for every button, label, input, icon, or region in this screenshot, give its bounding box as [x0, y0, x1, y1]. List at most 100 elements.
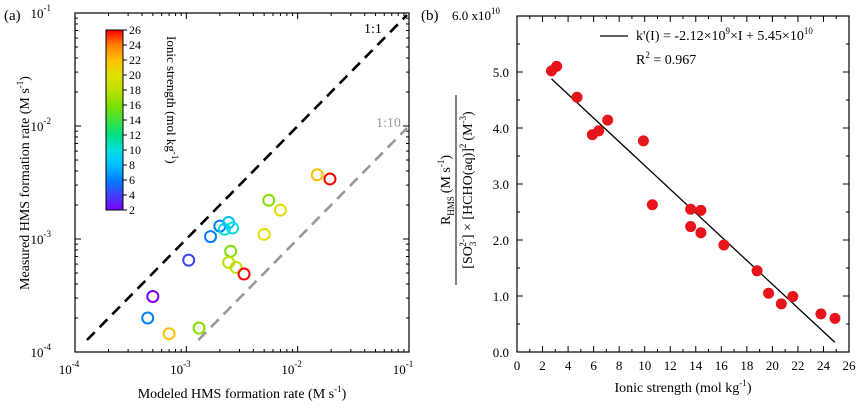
panel-b-y-axis: 0.0 1.0 2.0 3.0 4.0 5.0: [493, 43, 849, 360]
x-tick-label: 12: [664, 358, 677, 373]
data-point: [829, 312, 841, 324]
panel-a-y-label: Measured HMS formation rate (M s-1): [15, 76, 33, 290]
y-label-denominator: [SO32-] × [HCHO(aq)]2(M-3): [458, 111, 478, 269]
panel-b-x-label: Ionic strength (mol kg-1): [615, 378, 752, 396]
panel-b-points: [545, 60, 841, 324]
panel-b-label: (b): [421, 8, 439, 24]
y-tick-label: 3.0: [493, 177, 509, 192]
data-point: [141, 311, 155, 325]
y-tick-label: 5.0: [493, 65, 509, 80]
data-point: [217, 222, 231, 236]
data-point: [685, 203, 697, 215]
data-point: [775, 298, 787, 310]
colorbar-tick-label: 20: [129, 68, 141, 82]
x-tick-label: 10-3: [170, 359, 191, 377]
x-tick-label: 10-2: [281, 359, 302, 377]
panel-b-x-axis: 0 2 4 6 8 10 12 14 16 18 20 22 24 26: [514, 16, 856, 373]
y-tick-label: 0.0: [493, 345, 509, 360]
x-tick-label: 26: [843, 358, 857, 373]
y-tick-label: 10-4: [31, 342, 52, 360]
colorbar-tick-label: 2: [129, 203, 135, 217]
data-point: [310, 168, 324, 182]
data-point: [257, 227, 271, 241]
panel-a: (a) 10-4 10-3 10-2 10-1 10-4 10-3 10-2 10-1 1:…: [4, 3, 413, 402]
panel-a-reference-lines: 1:1 1:10: [86, 14, 408, 341]
panel-b: (b) 0 2 4 6 8 10 12 14 16 18 20 22 24 26 0.01.02.03.0…: [421, 6, 856, 396]
y-tick-label: 10-2: [31, 116, 52, 134]
data-point: [226, 221, 240, 235]
reference-line-label: 1:10: [376, 116, 401, 131]
data-point: [204, 230, 218, 244]
x-tick-label: 14: [689, 358, 703, 373]
colorbar-tick-label: 4: [129, 188, 135, 202]
data-point: [602, 114, 614, 126]
y-label-numerator: RHMS(M s-1): [436, 155, 456, 225]
data-point: [593, 125, 605, 137]
data-point: [571, 91, 583, 103]
legend-r2: R2 = 0.967: [636, 50, 696, 68]
data-point: [637, 135, 649, 147]
colorbar-tick-label: 14: [129, 113, 141, 127]
data-point: [224, 244, 238, 258]
colorbar-tick-label: 16: [129, 98, 141, 112]
data-point: [229, 260, 243, 274]
x-tick-label: 22: [791, 358, 804, 373]
x-tick-label: 10-1: [393, 359, 414, 377]
panel-a-x-axis: 10-4 10-3 10-2 10-1: [59, 13, 414, 377]
data-point: [718, 239, 730, 251]
x-tick-label: 20: [766, 358, 779, 373]
colorbar-tick-label: 6: [129, 173, 135, 187]
x-tick-label: 10: [638, 358, 651, 373]
data-point: [685, 221, 697, 233]
x-tick-label: 6: [590, 358, 597, 373]
panel-a-frame: [74, 12, 410, 353]
panel-b-y-label: RHMS(M s-1) [SO32-] × [HCHO(aq)]2(M-3): [436, 95, 478, 285]
y-tick-label: 2.0: [493, 233, 509, 248]
colorbar-label: Ionic strength (mol kg-1): [164, 36, 180, 164]
y-tick-label: 10-1: [31, 3, 52, 21]
colorbar-tick-label: 12: [129, 128, 141, 142]
data-point: [262, 193, 276, 207]
colorbar-tick-label: 8: [129, 158, 135, 172]
x-tick-label: 2: [539, 358, 546, 373]
x-tick-label: 10-4: [59, 359, 80, 377]
colorbar-tick-label: 18: [129, 83, 141, 97]
y-tick-label: 10-3: [31, 229, 52, 247]
data-point: [323, 172, 337, 186]
data-point: [751, 265, 763, 277]
panel-a-points: [141, 168, 337, 341]
data-point: [146, 289, 160, 303]
data-point: [646, 199, 658, 211]
data-point: [237, 267, 251, 281]
colorbar-tick-label: 26: [129, 23, 141, 37]
data-point: [763, 287, 775, 299]
data-point: [551, 60, 563, 72]
data-point: [787, 291, 799, 303]
x-tick-label: 4: [565, 358, 572, 373]
colorbar-tick-label: 10: [129, 143, 141, 157]
data-point: [273, 203, 287, 217]
data-point: [162, 327, 176, 341]
x-tick-label: 18: [740, 358, 753, 373]
data-point: [182, 253, 196, 267]
panel-a-x-label: Modeled HMS formation rate (M s-1): [138, 384, 347, 402]
y-tick-label: 1.0: [493, 289, 509, 304]
x-tick-label: 8: [616, 358, 623, 373]
reference-line-1-10: [197, 127, 408, 341]
y-tick-label: 4.0: [493, 121, 509, 136]
colorbar-tick-label: 22: [129, 53, 141, 67]
data-point: [192, 321, 206, 335]
reference-line-1-1: [86, 14, 408, 341]
reference-line-label: 1:1: [364, 22, 382, 37]
legend-fit-equation: k'(I) = -2.12×109×I + 5.45×1010: [636, 26, 813, 44]
panel-a-y-axis: 10-4 10-3 10-2 10-1: [31, 3, 409, 360]
x-tick-label: 0: [514, 358, 521, 373]
data-point: [815, 308, 827, 320]
colorbar-tick-label: 24: [129, 38, 141, 52]
panel-b-y-top-label: 6.0 x1010: [452, 6, 501, 23]
data-point: [695, 227, 707, 239]
x-tick-label: 16: [715, 358, 729, 373]
